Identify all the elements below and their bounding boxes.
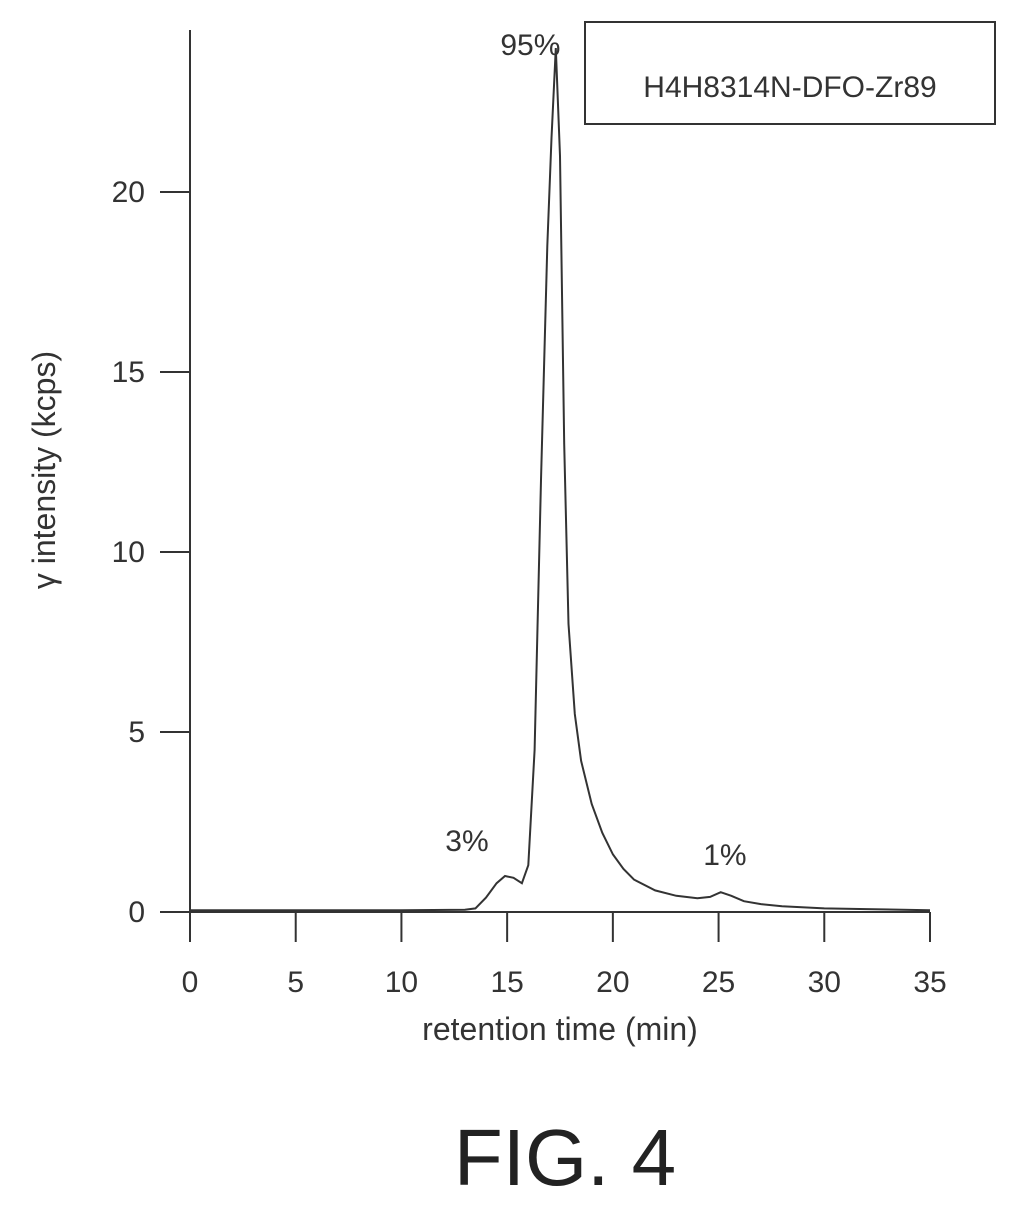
figure-caption: FIG. 4: [454, 1113, 676, 1202]
x-tick-label: 25: [702, 966, 735, 999]
y-tick-label: 5: [128, 716, 145, 749]
y-tick-label: 0: [128, 896, 145, 929]
x-tick-label: 0: [182, 966, 199, 999]
legend: H4H8314N-DFO-Zr89: [584, 21, 996, 125]
legend-box: [584, 21, 996, 125]
peak-annotation: 1%: [703, 839, 746, 872]
legend-entry: H4H8314N-DFO-Zr89: [643, 71, 936, 104]
y-axis-title: γ intensity (kcps): [26, 351, 62, 589]
x-tick-label: 10: [385, 966, 418, 999]
peak-annotation: 95%: [500, 29, 560, 62]
x-tick-label: 15: [490, 966, 523, 999]
x-tick-label: 30: [808, 966, 841, 999]
x-axis-title: retention time (min): [422, 1011, 698, 1047]
x-tick-label: 5: [287, 966, 304, 999]
peak-annotation: 3%: [445, 825, 488, 858]
y-tick-label: 15: [112, 356, 145, 389]
series-line: [190, 47, 931, 912]
annotations: 95% 3% 1%: [445, 29, 746, 872]
y-ticks: 0 5 10 15 20: [112, 176, 190, 929]
x-tick-label: 20: [596, 966, 629, 999]
x-tick-label: 35: [913, 966, 946, 999]
x-ticks: 0 5 10 15 20 25 30 35: [182, 912, 947, 999]
y-tick-label: 10: [112, 536, 145, 569]
y-tick-label: 20: [112, 176, 145, 209]
